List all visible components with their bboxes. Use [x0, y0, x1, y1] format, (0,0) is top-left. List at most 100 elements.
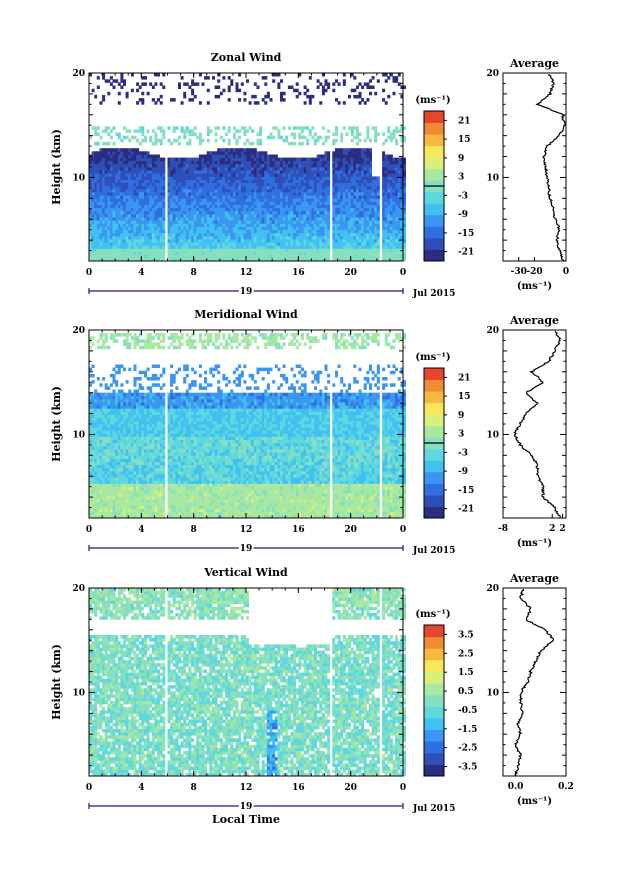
- heatmap-cell: [319, 214, 323, 218]
- heatmap-cell: [256, 176, 260, 180]
- heatmap-cell: [157, 195, 160, 199]
- heatmap-cell: [201, 210, 205, 215]
- heatmap-cell: [183, 94, 187, 99]
- heatmap-cell: [363, 170, 367, 174]
- heatmap-cell: [303, 229, 307, 234]
- heatmap-cell: [128, 129, 132, 133]
- heatmap-cell: [151, 170, 155, 174]
- heatmap-cell: [246, 163, 249, 168]
- heatmap-cell: [193, 182, 197, 187]
- heatmap-cell: [238, 73, 242, 77]
- heatmap-cell: [397, 198, 401, 202]
- heatmap-cell: [209, 214, 213, 218]
- heatmap-cell: [104, 163, 108, 168]
- heatmap-cell: [185, 176, 189, 180]
- heatmap-cell: [138, 167, 142, 171]
- heatmap-cell: [337, 245, 341, 249]
- heatmap-cell: [392, 217, 396, 221]
- heatmap-cell: [89, 192, 92, 196]
- heatmap-cell: [259, 157, 263, 162]
- heatmap-cell: [104, 188, 108, 193]
- heatmap-cell: [201, 229, 205, 234]
- heatmap-cell: [371, 251, 375, 256]
- heatmap-cell: [230, 154, 234, 158]
- heatmap-cell: [369, 188, 372, 193]
- heatmap-cell: [232, 201, 236, 205]
- heatmap-cell: [151, 195, 155, 199]
- heatmap-cell: [167, 235, 171, 240]
- heatmap-cell: [130, 163, 134, 168]
- heatmap-cell: [261, 163, 265, 168]
- heatmap-cell: [136, 170, 140, 174]
- heatmap-cell: [400, 94, 404, 99]
- heatmap-cell: [256, 235, 260, 240]
- heatmap-cell: [204, 160, 208, 165]
- heatmap-cell: [348, 167, 351, 171]
- heatmap-cell: [366, 179, 370, 183]
- heatmap-cell: [154, 173, 158, 177]
- heatmap-cell: [191, 188, 195, 193]
- heatmap-cell: [154, 248, 158, 252]
- heatmap-cell: [259, 126, 263, 130]
- heatmap-cell: [235, 229, 239, 234]
- heatmap-cell: [243, 220, 247, 224]
- heatmap-cell: [128, 242, 132, 246]
- heatmap-cell: [335, 176, 338, 180]
- heatmap-cell: [248, 192, 252, 196]
- heatmap-cell: [107, 91, 111, 96]
- heatmap-cell: [222, 173, 226, 177]
- heatmap-cell: [141, 226, 145, 230]
- heatmap-cell: [94, 220, 98, 224]
- heatmap-cell: [193, 248, 197, 252]
- heatmap-cell: [130, 239, 134, 243]
- heatmap-cell: [188, 182, 192, 187]
- heatmap-cell: [136, 138, 140, 143]
- heatmap-cell: [353, 94, 357, 99]
- heatmap-cell: [159, 201, 163, 205]
- heatmap-cell: [387, 248, 391, 252]
- heatmap-cell: [340, 254, 344, 259]
- heatmap-cell: [123, 217, 126, 221]
- heatmap-cell: [253, 176, 257, 180]
- heatmap-cell: [274, 167, 278, 171]
- heatmap-cell: [235, 251, 239, 256]
- heatmap-cell: [198, 154, 202, 158]
- heatmap-cell: [112, 229, 116, 234]
- heatmap-cell: [238, 154, 242, 158]
- heatmap-cell: [209, 185, 213, 190]
- heatmap-cell: [91, 449, 95, 453]
- heatmap-cell: [389, 170, 393, 174]
- heatmap-cell: [287, 179, 291, 183]
- heatmap-cell: [369, 79, 372, 83]
- heatmap-cell: [96, 502, 100, 506]
- heatmap-cell: [96, 464, 100, 469]
- heatmap-cell: [201, 173, 205, 177]
- heatmap-cell: [308, 223, 312, 227]
- heatmap-cell: [222, 170, 226, 174]
- heatmap-cell: [120, 207, 124, 212]
- heatmap-cell: [243, 182, 247, 187]
- heatmap-cell: [269, 182, 273, 187]
- heatmap-cell: [355, 176, 359, 180]
- heatmap-cell: [117, 185, 121, 190]
- heatmap-cell: [319, 157, 323, 162]
- heatmap-cell: [157, 220, 160, 224]
- heatmap-cell: [149, 82, 153, 86]
- heatmap-cell: [251, 167, 255, 171]
- heatmap-cell: [348, 217, 351, 221]
- heatmap-cell: [198, 251, 202, 256]
- heatmap-cell: [235, 154, 239, 158]
- heatmap-cell: [94, 499, 98, 503]
- heatmap-cell: [175, 214, 179, 218]
- heatmap-cell: [154, 242, 158, 246]
- heatmap-cell: [183, 160, 187, 165]
- heatmap-cell: [99, 210, 103, 215]
- heatmap-cell: [303, 157, 307, 162]
- heatmap-cell: [314, 182, 317, 187]
- heatmap-cell: [256, 204, 260, 209]
- heatmap-cell: [230, 210, 234, 215]
- heatmap-cell: [298, 245, 302, 249]
- heatmap-cell: [335, 254, 338, 259]
- heatmap-cell: [151, 188, 155, 193]
- heatmap-cell: [89, 345, 92, 350]
